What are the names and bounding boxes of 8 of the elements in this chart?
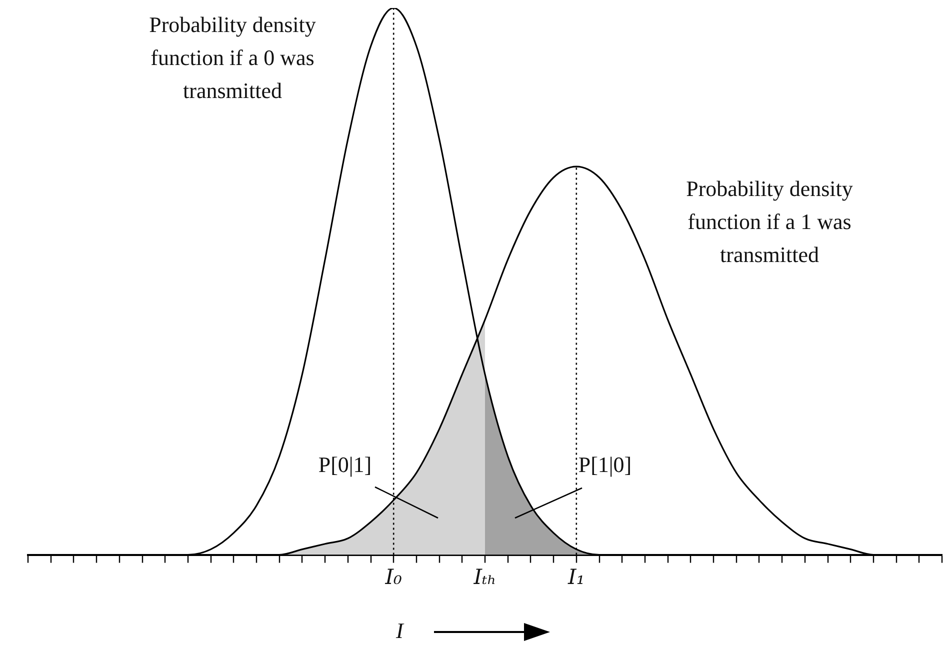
- x-axis-title: I: [396, 617, 404, 645]
- annotation: P[1|0]: [577, 451, 633, 479]
- x-tick-label: I₁: [567, 564, 585, 589]
- annotation: Probability density function if a 1 was transmitted: [685, 175, 854, 269]
- annotation: P[0|1]: [317, 451, 373, 479]
- x-tick-label: I₀: [384, 564, 403, 589]
- annotation: Probability density function if a 0 was transmitted: [148, 11, 317, 105]
- x-tick-label: Iₜₕ: [472, 564, 496, 589]
